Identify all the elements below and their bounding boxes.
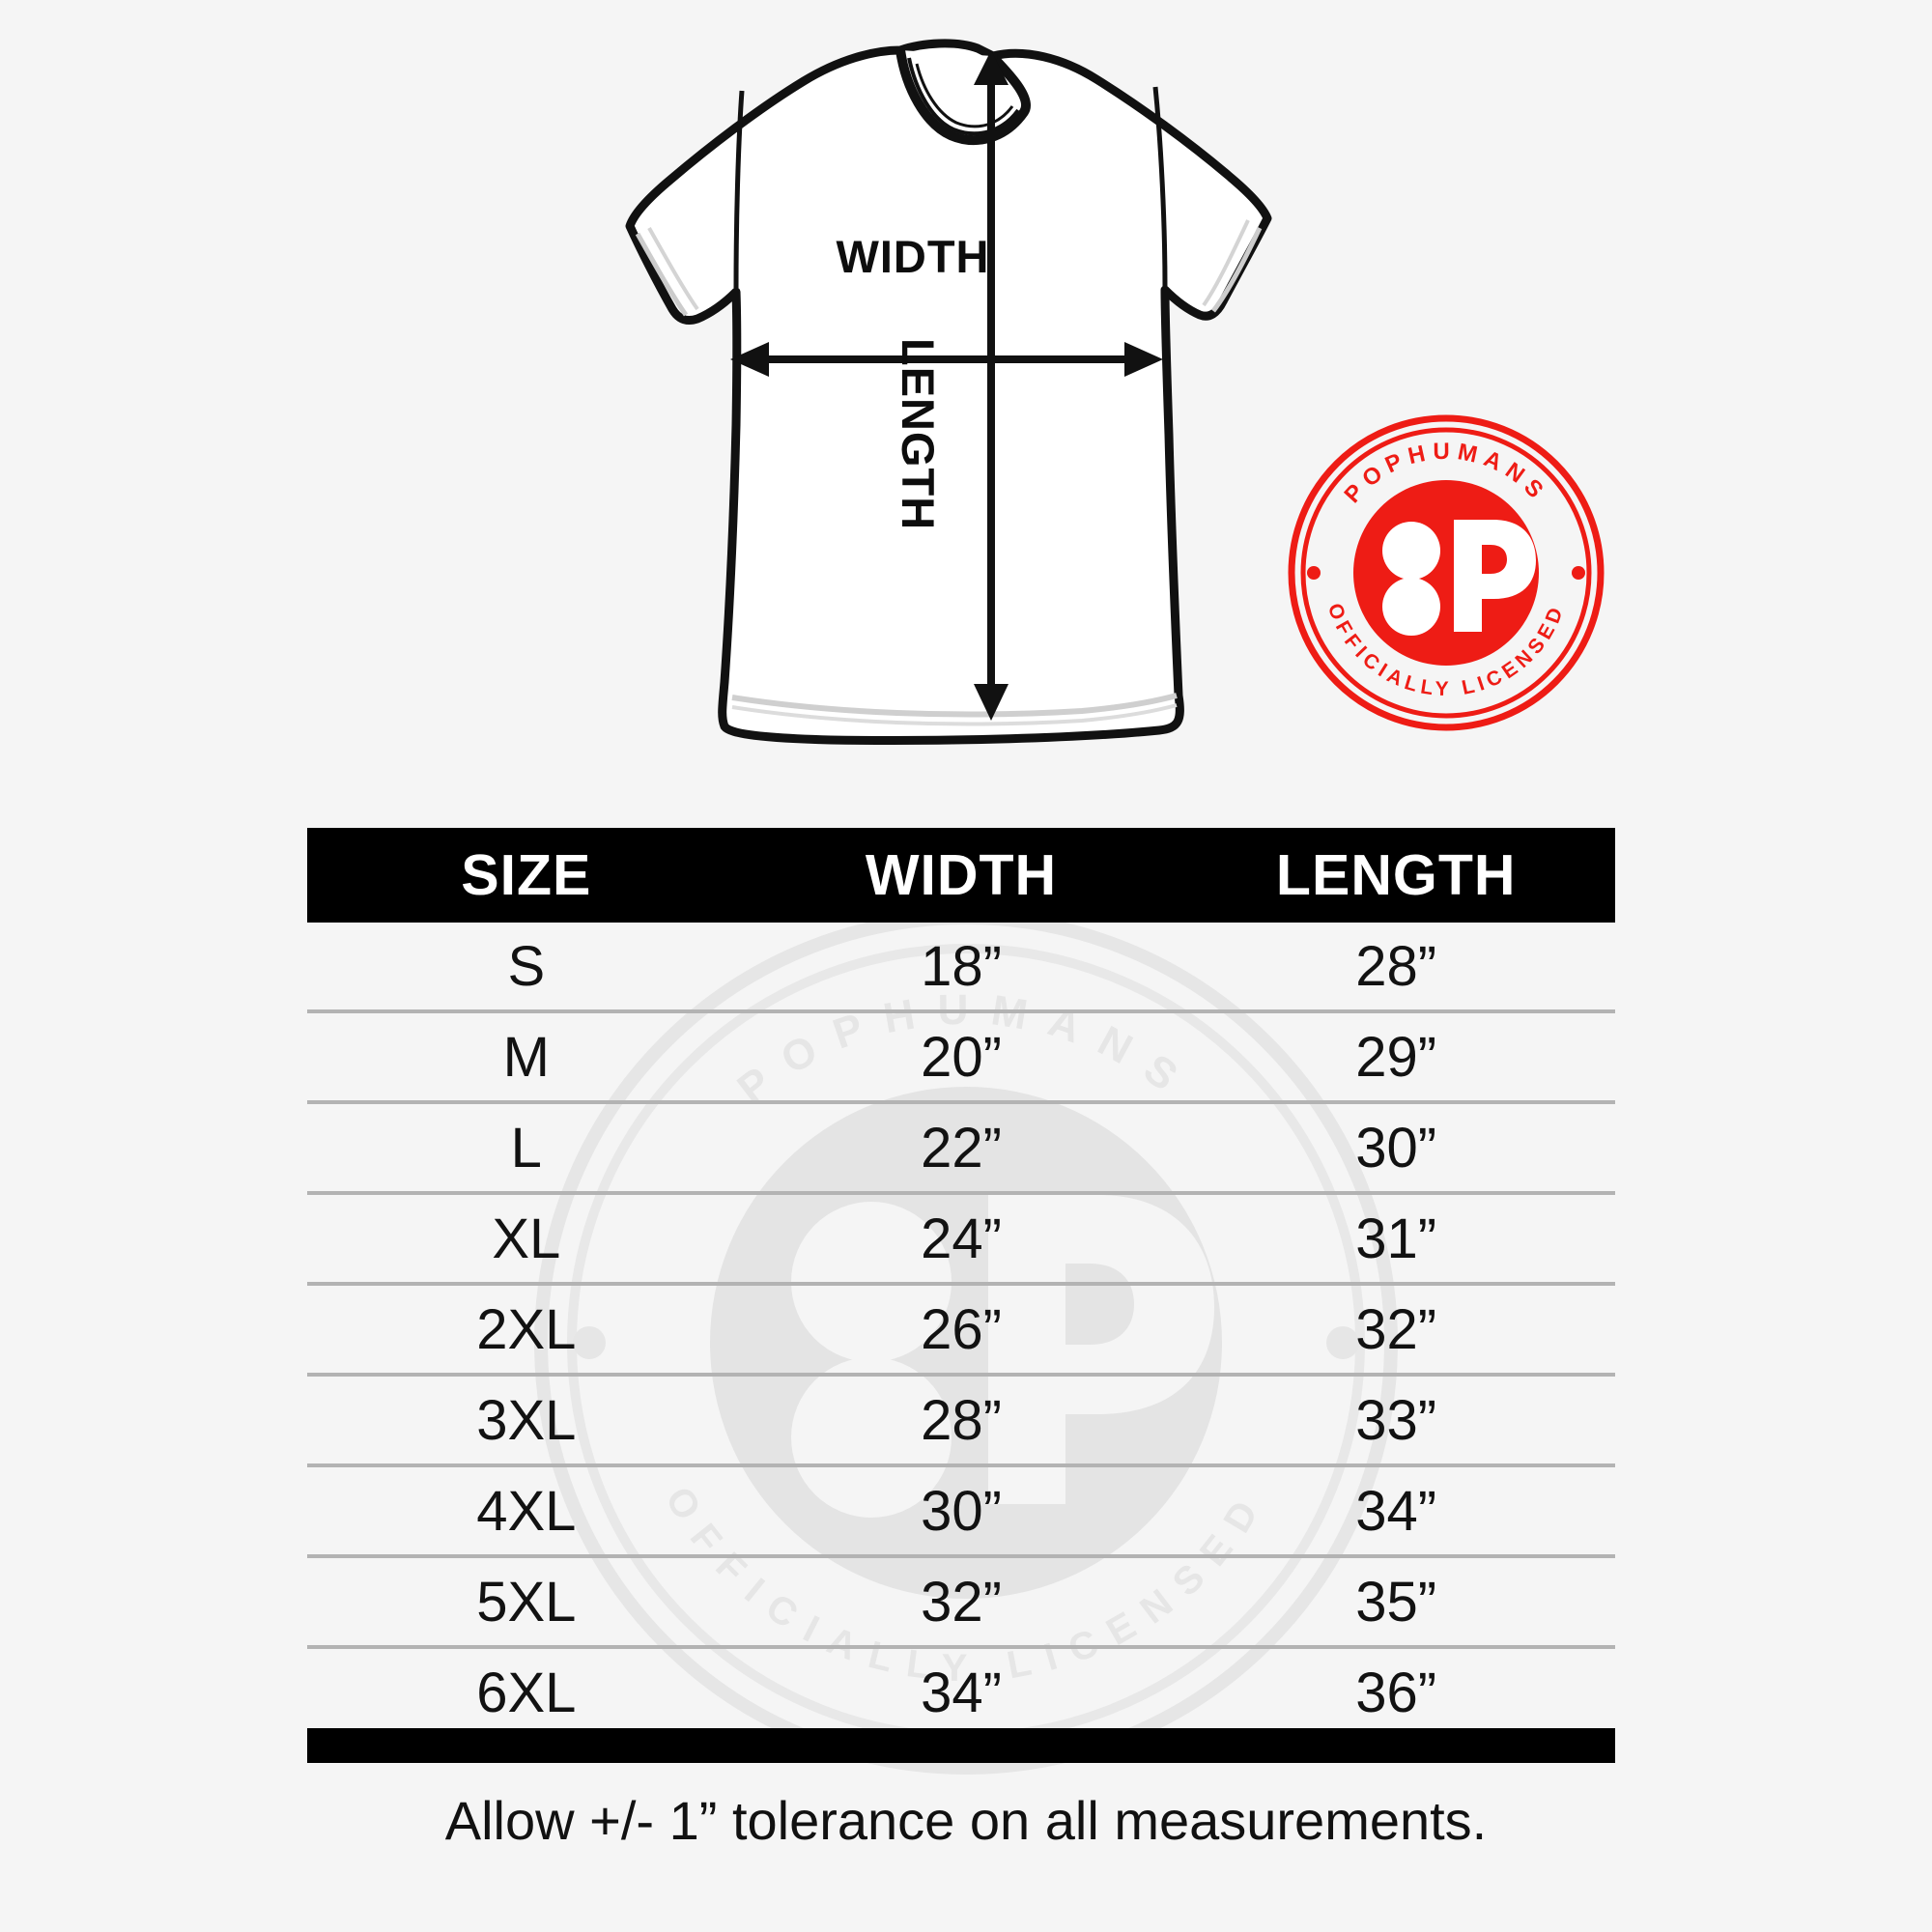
cell-length: 31” xyxy=(1177,1193,1615,1286)
table-row: 6XL 34” 36” xyxy=(307,1647,1615,1736)
cell-width: 24” xyxy=(745,1193,1178,1286)
cell-width: 22” xyxy=(745,1102,1178,1195)
badge-monogram-p xyxy=(1454,520,1536,632)
table-body: S 18” 28” M 20” 29” L 22” 30” XL 24” 31” 2XL 26” 32” 3X… xyxy=(307,923,1615,1736)
table-row: M 20” 29” xyxy=(307,1011,1615,1104)
table-row: 4XL 30” 34” xyxy=(307,1465,1615,1558)
cell-size: 5XL xyxy=(307,1556,746,1649)
cell-length: 32” xyxy=(1177,1284,1615,1377)
cell-length: 36” xyxy=(1355,1661,1437,1724)
tshirt-diagram xyxy=(625,39,1272,746)
table-row: L 22” 30” xyxy=(307,1102,1615,1195)
cell-width: 20” xyxy=(745,1011,1178,1104)
size-chart-table: SIZE WIDTH LENGTH S 18” 28” M 20” 29” L 22” 30” X… xyxy=(307,828,1615,1736)
cell-size: L xyxy=(307,1102,746,1195)
cell-length: 34” xyxy=(1177,1465,1615,1558)
column-header-length: LENGTH xyxy=(1177,828,1615,923)
cell-length: 30” xyxy=(1177,1102,1615,1195)
size-chart-table-wrapper: SIZE WIDTH LENGTH S 18” 28” M 20” 29” L 22” 30” X… xyxy=(307,828,1615,1736)
tolerance-note: Allow +/- 1” tolerance on all measuremen… xyxy=(444,1790,1488,1851)
cell-width: 32” xyxy=(745,1556,1178,1649)
cell-length: 28” xyxy=(1177,923,1615,1013)
length-measure-arrow xyxy=(974,50,1009,721)
column-header-size: SIZE xyxy=(307,828,746,923)
table-row: XL 24” 31” xyxy=(307,1193,1615,1286)
table-row: S 18” 28” xyxy=(307,923,1615,1013)
cell-size: 2XL xyxy=(307,1284,746,1377)
cell-size: 3XL xyxy=(307,1375,746,1467)
cell-width: 34” xyxy=(921,1661,1002,1724)
cell-length: 33” xyxy=(1177,1375,1615,1467)
table-row: 2XL 26” 32” xyxy=(307,1284,1615,1377)
table-row: 5XL 32” 35” xyxy=(307,1556,1615,1649)
cell-size: 6XL xyxy=(476,1661,577,1724)
column-header-width: WIDTH xyxy=(745,828,1178,923)
badge-outer-ring xyxy=(1288,414,1605,731)
badge-left-dot xyxy=(1307,566,1321,580)
table-header-row: SIZE WIDTH LENGTH xyxy=(307,828,1615,923)
width-measure-arrow xyxy=(730,342,1163,377)
badge-right-dot xyxy=(1572,566,1585,580)
garment-illustration: WIDTH LENGTH P xyxy=(0,0,1932,811)
cell-width: 30” xyxy=(745,1465,1178,1558)
table-footer-bar xyxy=(307,1728,1615,1763)
table-row: 3XL 28” 33” xyxy=(307,1375,1615,1467)
cell-size: S xyxy=(307,923,746,1013)
badge-dot-lower xyxy=(1382,578,1440,636)
cell-width: 26” xyxy=(745,1284,1178,1377)
cell-width: 18” xyxy=(745,923,1178,1013)
cell-width: 28” xyxy=(745,1375,1178,1467)
cell-length: 35” xyxy=(1177,1556,1615,1649)
cell-size: XL xyxy=(307,1193,746,1286)
cell-length: 29” xyxy=(1177,1011,1615,1104)
pophumans-official-badge: POPHUMANS OFFICIALLY LICENSED xyxy=(1288,414,1605,731)
cell-size: 4XL xyxy=(307,1465,746,1558)
badge-dot-upper xyxy=(1382,522,1440,580)
cell-size: M xyxy=(307,1011,746,1104)
badge-inner-ring xyxy=(1300,427,1592,719)
